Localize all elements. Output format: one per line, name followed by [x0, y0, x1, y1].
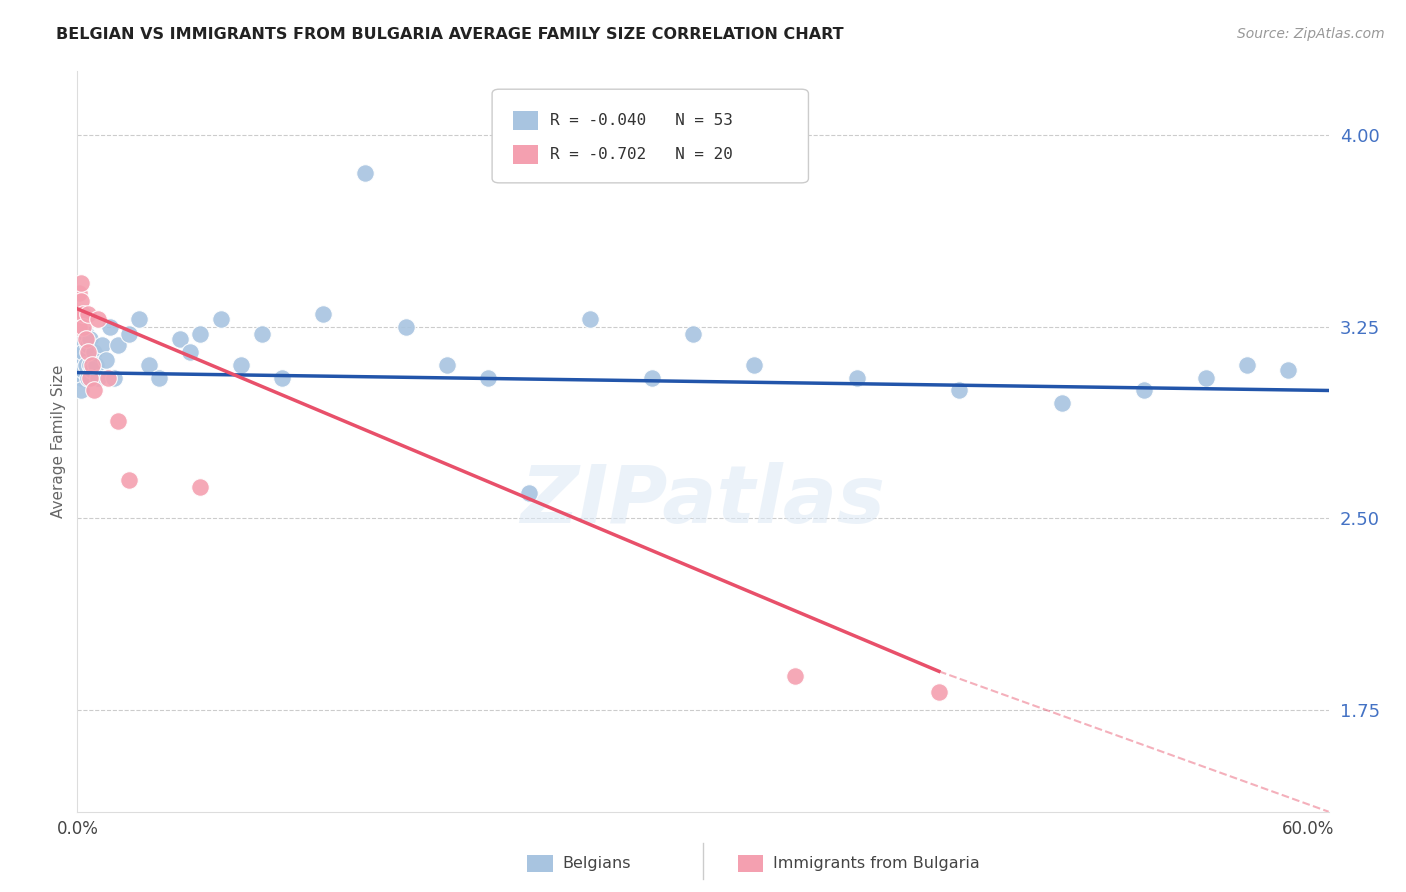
- Point: [72, 352, 94, 367]
- Text: BELGIAN VS IMMIGRANTS FROM BULGARIA AVERAGE FAMILY SIZE CORRELATION CHART: BELGIAN VS IMMIGRANTS FROM BULGARIA AVER…: [56, 27, 844, 42]
- Point: [83, 345, 105, 359]
- Point: [76, 345, 98, 359]
- Point: [75, 333, 97, 347]
- Point: [250, 327, 273, 342]
- Point: [67, 286, 90, 301]
- Point: [76, 370, 98, 384]
- Point: [94, 352, 117, 367]
- Point: [84, 358, 107, 372]
- Point: [107, 337, 129, 351]
- Point: [641, 370, 664, 384]
- Point: [394, 319, 416, 334]
- Point: [190, 481, 212, 495]
- Point: [70, 370, 93, 384]
- Point: [477, 370, 499, 384]
- Point: [72, 307, 94, 321]
- Point: [79, 370, 101, 384]
- Point: [579, 312, 602, 326]
- Point: [87, 370, 110, 384]
- Point: [75, 358, 97, 372]
- Point: [169, 333, 191, 347]
- Text: Source: ZipAtlas.com: Source: ZipAtlas.com: [1237, 27, 1385, 41]
- Point: [87, 312, 110, 326]
- Point: [70, 277, 93, 291]
- Point: [70, 358, 93, 372]
- Text: ZIPatlas: ZIPatlas: [520, 462, 886, 540]
- Point: [117, 473, 139, 487]
- Point: [271, 370, 294, 384]
- Point: [72, 363, 94, 377]
- Point: [312, 307, 335, 321]
- Point: [682, 327, 704, 342]
- Text: R = -0.702   N = 20: R = -0.702 N = 20: [550, 147, 733, 161]
- Point: [76, 307, 98, 321]
- Point: [80, 358, 103, 372]
- Point: [190, 327, 212, 342]
- Y-axis label: Average Family Size: Average Family Size: [51, 365, 66, 518]
- Point: [1050, 396, 1073, 410]
- Point: [80, 363, 103, 377]
- Point: [67, 345, 90, 359]
- Point: [436, 358, 458, 372]
- Point: [353, 166, 375, 180]
- Point: [70, 384, 93, 398]
- Point: [72, 345, 94, 359]
- Point: [97, 370, 120, 384]
- Point: [1236, 358, 1258, 372]
- Point: [928, 684, 950, 698]
- Point: [1277, 363, 1299, 377]
- Point: [75, 327, 97, 342]
- Point: [517, 485, 540, 500]
- Point: [117, 327, 139, 342]
- Point: [107, 414, 129, 428]
- Point: [231, 358, 253, 372]
- Point: [72, 319, 94, 334]
- Point: [128, 312, 150, 326]
- Text: Belgians: Belgians: [562, 856, 631, 871]
- Point: [103, 370, 125, 384]
- Point: [785, 669, 807, 683]
- Point: [83, 384, 105, 398]
- Point: [845, 370, 868, 384]
- Point: [70, 294, 93, 309]
- Point: [1194, 370, 1216, 384]
- Point: [79, 358, 101, 372]
- Point: [70, 333, 93, 347]
- Point: [67, 319, 90, 334]
- Point: [948, 384, 970, 398]
- Point: [79, 333, 101, 347]
- Point: [67, 358, 90, 372]
- Point: [742, 358, 765, 372]
- Point: [98, 319, 121, 334]
- Point: [148, 370, 170, 384]
- Point: [91, 337, 114, 351]
- Point: [67, 307, 90, 321]
- Text: R = -0.040   N = 53: R = -0.040 N = 53: [550, 113, 733, 128]
- Point: [76, 337, 98, 351]
- Point: [1133, 384, 1156, 398]
- Point: [138, 358, 160, 372]
- Text: Immigrants from Bulgaria: Immigrants from Bulgaria: [773, 856, 980, 871]
- Point: [67, 370, 90, 384]
- Point: [209, 312, 232, 326]
- Point: [179, 345, 201, 359]
